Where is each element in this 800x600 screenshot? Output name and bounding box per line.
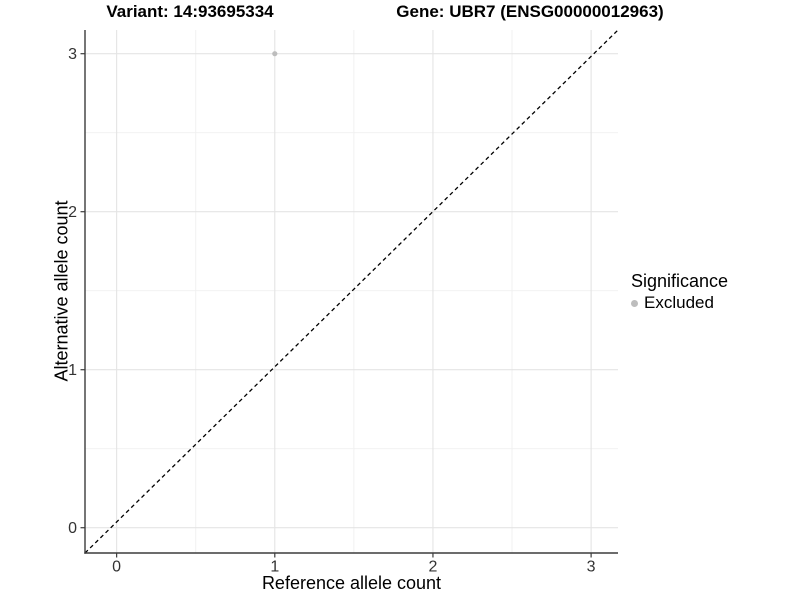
legend-title: Significance <box>631 271 729 291</box>
y-tick-label: 2 <box>68 204 77 221</box>
y-tick-label: 3 <box>68 46 77 63</box>
grid-major <box>85 30 618 553</box>
y-axis-title: Alternative allele count <box>51 200 72 382</box>
variant-title: Variant: 14:93695334 <box>106 2 274 21</box>
data-point-excluded <box>272 51 278 57</box>
x-tick-label: 3 <box>587 559 596 576</box>
x-tick-label: 1 <box>270 559 279 576</box>
axis-ticks <box>80 53 592 558</box>
gene-title: Gene: UBR7 (ENSG00000012963) <box>396 2 664 21</box>
x-tick-label: 2 <box>428 559 437 576</box>
identity-line <box>84 29 619 554</box>
y-tick-label: 0 <box>68 520 77 537</box>
data-points <box>272 51 278 57</box>
x-axis-title: Reference allele count <box>261 573 442 593</box>
legend-item-excluded: Excluded <box>631 293 728 313</box>
grid-minor <box>85 30 618 553</box>
excluded-point-icon <box>631 299 638 307</box>
x-tick-label: 0 <box>112 559 121 576</box>
legend: Significance Excluded <box>631 271 728 313</box>
tick-labels: 0 1 2 3 0 1 2 3 <box>68 46 596 575</box>
legend-item-label: Excluded <box>644 293 714 312</box>
axis-lines <box>84 30 618 554</box>
y-tick-label: 1 <box>68 362 77 379</box>
